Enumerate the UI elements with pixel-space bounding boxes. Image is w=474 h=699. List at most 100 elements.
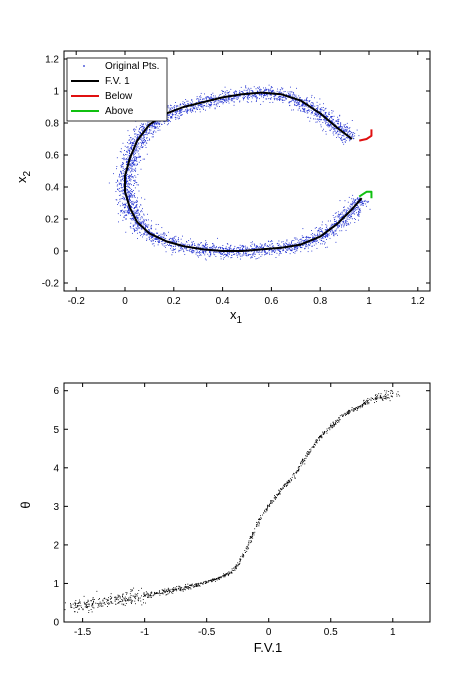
theta-point: [202, 582, 204, 584]
theta-point: [179, 586, 181, 588]
original-point: [359, 209, 361, 211]
original-point: [325, 237, 326, 239]
original-point: [285, 242, 287, 244]
original-point: [134, 201, 136, 203]
original-point: [129, 150, 131, 152]
original-point: [283, 243, 285, 245]
original-point: [351, 207, 353, 209]
original-point: [286, 249, 288, 251]
original-point: [270, 87, 272, 89]
original-point: [224, 253, 225, 255]
theta-point: [216, 578, 218, 579]
original-point: [316, 111, 318, 113]
theta-point: [310, 448, 312, 450]
original-point: [131, 206, 132, 208]
original-point: [279, 91, 281, 93]
original-point: [192, 107, 194, 109]
theta-point: [108, 603, 110, 605]
original-point: [261, 247, 263, 249]
original-point: [345, 222, 347, 224]
theta-point: [319, 436, 321, 438]
original-point: [145, 225, 147, 227]
theta-point: [218, 578, 219, 580]
original-point: [175, 113, 177, 114]
original-point: [128, 213, 130, 215]
original-point: [251, 96, 253, 97]
original-point: [320, 108, 321, 110]
original-point: [321, 239, 323, 241]
original-point: [264, 89, 266, 90]
original-point: [321, 107, 323, 109]
theta-point: [387, 397, 389, 398]
original-point: [124, 207, 125, 209]
original-point: [288, 247, 290, 249]
original-point: [247, 254, 249, 256]
theta-point: [172, 590, 173, 592]
theta-point: [332, 426, 334, 428]
original-point: [335, 128, 337, 130]
original-point: [118, 182, 120, 184]
theta-point: [300, 462, 301, 464]
theta-point: [240, 558, 242, 560]
original-point: [227, 243, 229, 245]
original-point: [308, 244, 310, 246]
original-point: [300, 105, 302, 107]
theta-point: [174, 588, 176, 590]
original-point: [191, 251, 193, 253]
original-point: [147, 233, 149, 235]
original-point: [147, 226, 149, 228]
original-point: [129, 141, 131, 143]
theta-point: [130, 601, 132, 603]
theta-point: [379, 395, 381, 397]
original-point: [186, 112, 188, 114]
original-point: [329, 125, 330, 127]
y-tick-label: -0.2: [42, 279, 60, 290]
original-point: [305, 236, 307, 238]
original-point: [123, 216, 125, 218]
original-point: [247, 94, 249, 96]
original-point: [186, 100, 188, 102]
original-point: [344, 130, 346, 132]
x-tick-label: -0.5: [198, 627, 216, 638]
original-point: [131, 174, 132, 175]
original-point: [250, 250, 252, 252]
theta-point: [79, 601, 81, 603]
theta-point: [83, 595, 85, 597]
original-point: [187, 104, 189, 105]
original-point: [275, 98, 277, 100]
theta-point: [257, 522, 259, 524]
theta-point: [338, 421, 340, 423]
original-point: [248, 98, 250, 100]
original-point: [355, 202, 357, 204]
original-point: [298, 106, 300, 108]
original-point: [175, 102, 176, 103]
original-point: [130, 147, 131, 149]
original-point: [161, 237, 163, 239]
theta-point: [319, 436, 320, 437]
theta-point: [95, 602, 97, 604]
original-point: [165, 238, 167, 239]
original-point: [189, 109, 191, 111]
original-point: [155, 239, 157, 240]
original-point: [139, 148, 141, 150]
theta-point: [382, 399, 384, 401]
theta-point: [329, 429, 331, 431]
original-point: [349, 214, 351, 216]
original-point: [120, 190, 122, 192]
original-point: [349, 139, 351, 141]
original-point: [205, 252, 207, 254]
original-point: [211, 246, 212, 248]
original-point: [294, 104, 296, 106]
original-point: [204, 93, 205, 95]
original-point: [325, 224, 327, 226]
theta-point: [136, 594, 138, 596]
original-point: [288, 101, 290, 103]
original-point: [127, 195, 129, 197]
original-point: [271, 253, 273, 255]
theta-point: [322, 433, 324, 435]
original-point: [214, 107, 216, 109]
original-point: [352, 200, 354, 202]
original-point: [295, 246, 297, 248]
original-point: [323, 119, 325, 121]
original-point: [194, 107, 196, 109]
